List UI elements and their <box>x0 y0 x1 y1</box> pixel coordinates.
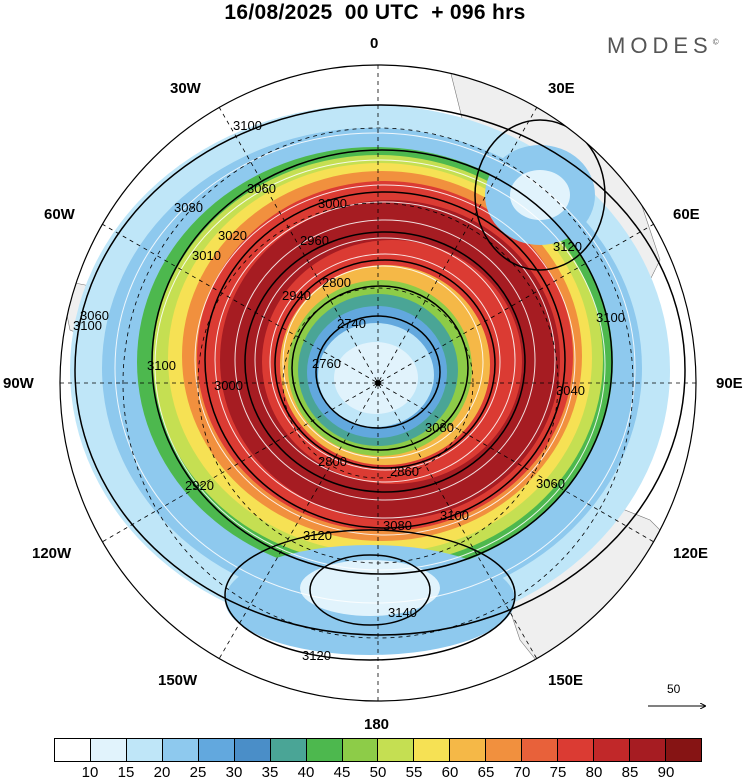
contour-label: 2800 <box>322 275 351 290</box>
contour-label: 3060 <box>247 181 276 196</box>
colorbar-ticks: 10 15 20 25 30 35 40 45 50 55 60 65 70 75 80 85 90 <box>54 764 702 782</box>
colorbar-segment <box>558 739 595 761</box>
colorbar-tick-label: 40 <box>297 764 315 781</box>
contour-label: 3000 <box>318 196 347 211</box>
contour-label: 3040 <box>556 383 585 398</box>
contour-label: 2920 <box>185 478 214 493</box>
contour-label: 3080 <box>383 518 412 533</box>
lon-label-90w: 90W <box>3 375 34 392</box>
colorbar-segment <box>90 739 127 761</box>
contour-label: 3060 <box>80 308 109 323</box>
map-title: 16/08/2025 00 UTC + 096 hrs <box>224 1 526 24</box>
colorbar-segment <box>594 739 630 761</box>
colorbar-tick-label: 50 <box>369 764 387 781</box>
contour-label: 3120 <box>303 528 332 543</box>
colorbar-tick-label: 85 <box>621 764 639 781</box>
colorbar-tick-label: 90 <box>657 764 675 781</box>
scale-vector-label: 50 <box>667 682 681 696</box>
colorbar-segment <box>450 739 487 761</box>
contour-label: 3010 <box>192 248 221 263</box>
contour-label: 3080 <box>425 420 454 435</box>
contour-label: 3120 <box>302 648 331 663</box>
contour-label: 2940 <box>282 288 311 303</box>
brand-name: MODES <box>607 33 713 58</box>
colorbar-tick-label: 80 <box>585 764 603 781</box>
brand-logo: MODES© <box>607 33 719 59</box>
colorbar <box>54 738 702 762</box>
colorbar-segment <box>630 739 666 761</box>
contour-label: 3100 <box>73 318 102 333</box>
lon-label-180: 180 <box>364 716 390 733</box>
colorbar-segment <box>665 739 701 761</box>
contour-label: 3080 <box>174 200 203 215</box>
graticule <box>60 65 696 701</box>
contour-label: 3100 <box>147 358 176 373</box>
colorbar-segment <box>414 739 451 761</box>
lon-label-0: 0 <box>370 35 379 52</box>
contour-label: 2960 <box>300 233 329 248</box>
colorbar-segment <box>342 739 379 761</box>
colorbar-segment <box>198 739 235 761</box>
colorbar-segment <box>162 739 199 761</box>
colorbar-segment <box>378 739 415 761</box>
contour-label: 2740 <box>337 316 366 331</box>
lon-label-60e: 60E <box>673 206 700 223</box>
colorbar-tick-label: 65 <box>477 764 495 781</box>
lon-label-120e: 120E <box>673 545 709 562</box>
colorbar-tick-label: 15 <box>117 764 135 781</box>
colorbar-segment <box>486 739 523 761</box>
colorbar-segment <box>270 739 307 761</box>
colorbar-tick-label: 75 <box>549 764 567 781</box>
contour-label: 2860 <box>390 464 419 479</box>
contour-label: 3100 <box>440 508 469 523</box>
wind-speed-field <box>60 65 696 701</box>
lon-label-90e: 90E <box>716 375 743 392</box>
contour-label: 3060 <box>536 476 565 491</box>
lon-label-30e: 30E <box>548 80 575 97</box>
colorbar-segment <box>306 739 343 761</box>
map-boundary <box>59 64 697 702</box>
brand-mark: © <box>712 37 719 47</box>
contour-label: 3100 <box>596 310 625 325</box>
contour-label: 3120 <box>553 239 582 254</box>
colorbar-tick-label: 25 <box>189 764 207 781</box>
colorbar-tick-label: 30 <box>225 764 243 781</box>
colorbar-tick-label: 20 <box>153 764 171 781</box>
contour-label: 3140 <box>388 605 417 620</box>
lon-label-60w: 60W <box>44 206 75 223</box>
colorbar-segment <box>126 739 163 761</box>
colorbar-segment <box>55 739 91 761</box>
colorbar-segment <box>522 739 559 761</box>
contour-label: 2800 <box>318 454 347 469</box>
colorbar-tick-label: 55 <box>405 764 423 781</box>
colorbar-tick-label: 10 <box>81 764 99 781</box>
lon-label-120w: 120W <box>32 545 72 562</box>
lon-label-150w: 150W <box>158 672 198 689</box>
colorbar-tick-label: 35 <box>261 764 279 781</box>
contour-label: 3000 <box>214 378 243 393</box>
colorbar-segment <box>234 739 271 761</box>
lon-label-30w: 30W <box>170 80 201 97</box>
contour-label: 3100 <box>233 118 262 133</box>
colorbar-tick-label: 60 <box>441 764 459 781</box>
pole-marker <box>375 380 381 386</box>
contour-label: 2760 <box>312 356 341 371</box>
contour-label: 3020 <box>218 228 247 243</box>
lon-label-150e: 150E <box>548 672 584 689</box>
colorbar-tick-label: 45 <box>333 764 351 781</box>
colorbar-tick-label: 70 <box>513 764 531 781</box>
